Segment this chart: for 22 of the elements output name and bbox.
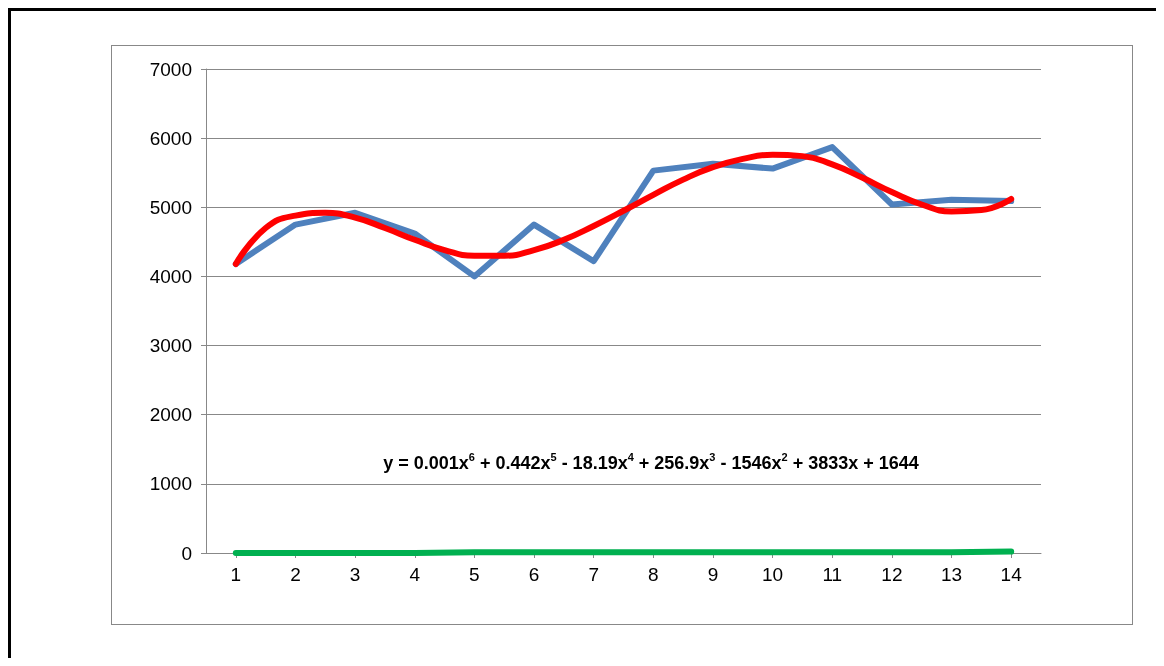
x-tick-label: 5: [469, 564, 480, 585]
x-tick-label: 11: [822, 564, 843, 585]
x-tick-label: 7: [588, 564, 599, 585]
x-tick-label: 12: [881, 564, 903, 585]
x-tick-label: 10: [762, 564, 784, 585]
x-tick-label: 14: [1000, 564, 1023, 585]
x-tick-label: 13: [940, 564, 963, 585]
x-tick-label: 6: [528, 564, 540, 585]
x-tick-label: 1: [230, 564, 242, 585]
y-tick-label: 7000: [149, 58, 192, 80]
y-tick-label: 1000: [149, 473, 192, 495]
y-tick-label: 5000: [149, 196, 192, 218]
x-tick-label: 4: [409, 564, 421, 585]
y-tick-label: 3000: [149, 335, 192, 357]
x-tick-label: 8: [648, 564, 659, 585]
y-tick-label: 2000: [149, 404, 192, 426]
x-tick-label: 2: [290, 564, 301, 585]
y-tick-label: 0: [181, 542, 192, 564]
x-tick-label: 9: [707, 564, 719, 585]
x-tick-label: 3: [349, 564, 361, 585]
y-tick-label: 6000: [149, 127, 192, 149]
y-tick-label: 4000: [149, 265, 192, 287]
